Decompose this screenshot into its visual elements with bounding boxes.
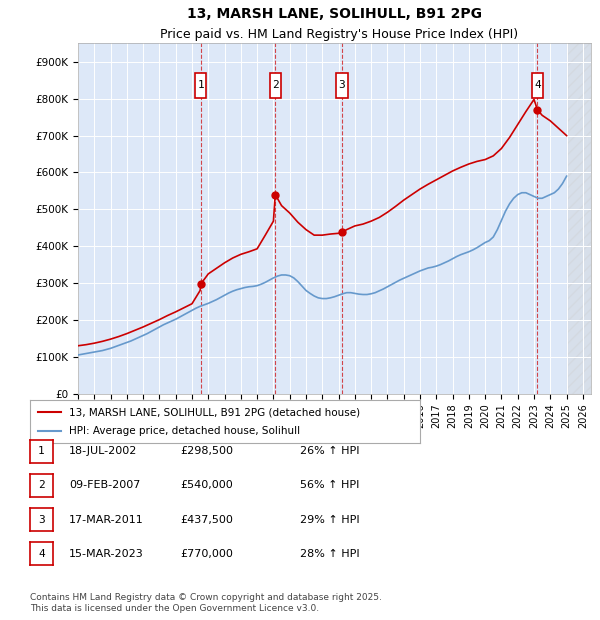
Text: £770,000: £770,000 xyxy=(180,549,233,559)
Text: 4: 4 xyxy=(38,549,45,559)
Text: £540,000: £540,000 xyxy=(180,480,233,490)
Text: 3: 3 xyxy=(38,515,45,525)
Text: 2: 2 xyxy=(272,81,278,91)
Text: £437,500: £437,500 xyxy=(180,515,233,525)
Text: 13, MARSH LANE, SOLIHULL, B91 2PG (detached house): 13, MARSH LANE, SOLIHULL, B91 2PG (detac… xyxy=(69,407,360,417)
Text: HPI: Average price, detached house, Solihull: HPI: Average price, detached house, Soli… xyxy=(69,426,300,436)
Text: £298,500: £298,500 xyxy=(180,446,233,456)
Text: 18-JUL-2002: 18-JUL-2002 xyxy=(69,446,137,456)
FancyBboxPatch shape xyxy=(195,73,206,99)
Text: 29% ↑ HPI: 29% ↑ HPI xyxy=(300,515,359,525)
Text: 26% ↑ HPI: 26% ↑ HPI xyxy=(300,446,359,456)
Text: 09-FEB-2007: 09-FEB-2007 xyxy=(69,480,140,490)
Text: 1: 1 xyxy=(38,446,45,456)
Text: 1: 1 xyxy=(197,81,204,91)
FancyBboxPatch shape xyxy=(269,73,281,99)
Text: 56% ↑ HPI: 56% ↑ HPI xyxy=(300,480,359,490)
Text: 2: 2 xyxy=(38,480,45,490)
Text: 28% ↑ HPI: 28% ↑ HPI xyxy=(300,549,359,559)
Bar xyxy=(566,43,591,394)
FancyBboxPatch shape xyxy=(336,73,347,99)
Text: 4: 4 xyxy=(534,81,541,91)
Text: Contains HM Land Registry data © Crown copyright and database right 2025.
This d: Contains HM Land Registry data © Crown c… xyxy=(30,593,382,613)
Text: 3: 3 xyxy=(338,81,346,91)
Text: Price paid vs. HM Land Registry's House Price Index (HPI): Price paid vs. HM Land Registry's House … xyxy=(160,29,518,41)
FancyBboxPatch shape xyxy=(532,73,543,99)
Title: 13, MARSH LANE, SOLIHULL, B91 2PG: 13, MARSH LANE, SOLIHULL, B91 2PG xyxy=(187,7,482,22)
Text: 15-MAR-2023: 15-MAR-2023 xyxy=(69,549,144,559)
Text: 17-MAR-2011: 17-MAR-2011 xyxy=(69,515,144,525)
